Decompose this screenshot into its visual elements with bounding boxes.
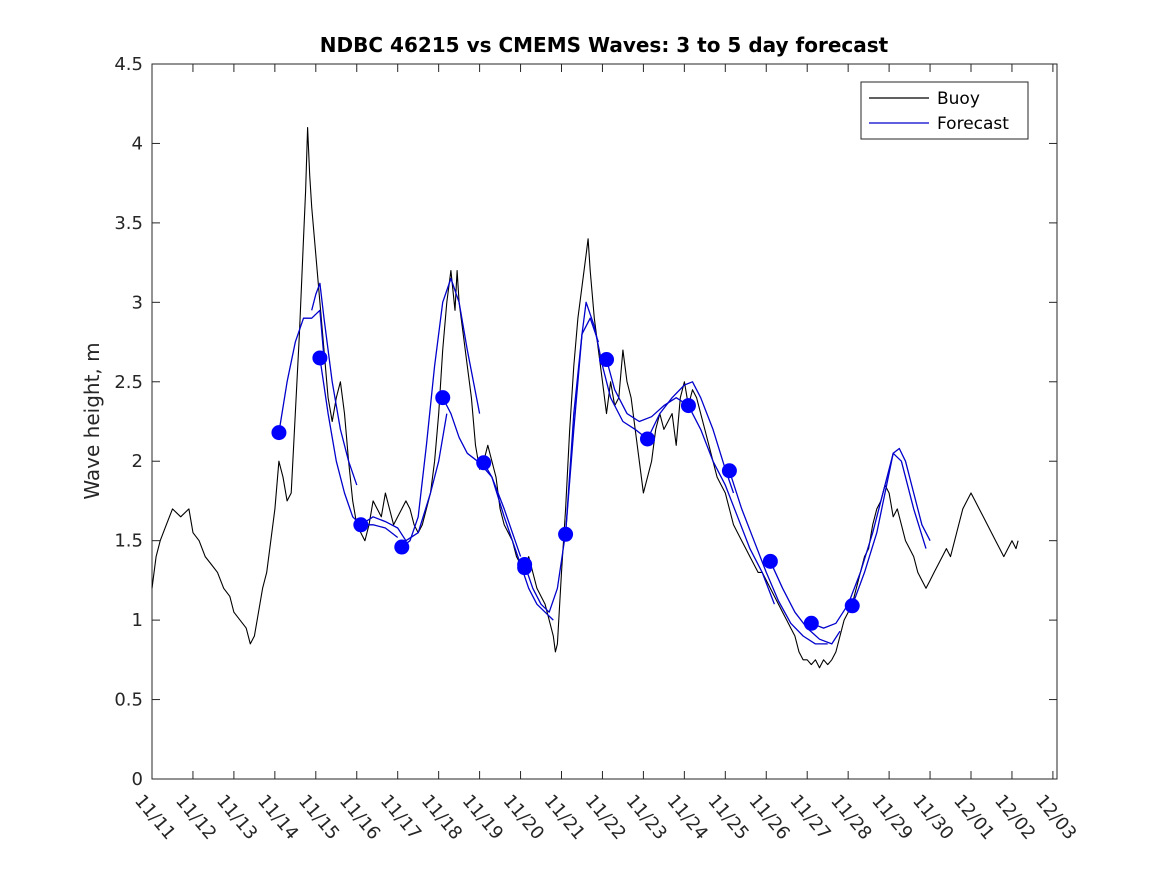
forecast-marker <box>721 463 737 479</box>
legend-label: Forecast <box>937 114 1009 134</box>
forecast-marker <box>435 390 451 406</box>
forecast-marker <box>762 553 778 569</box>
forecast-marker <box>680 398 696 414</box>
forecast-marker <box>312 350 328 366</box>
y-tick-label: 1.5 <box>114 531 143 552</box>
forecast-series-line <box>360 413 448 542</box>
forecast-marker <box>558 526 574 542</box>
y-tick-label: 4 <box>132 133 143 154</box>
forecast-marker <box>271 425 287 441</box>
forecast-series-line <box>851 447 931 607</box>
forecast-series-line <box>646 381 735 494</box>
forecast-series-line <box>728 470 828 645</box>
y-axis-ticks: 0 0.5 1 1.5 2 2.5 3 3.5 4 4.5 <box>114 54 1057 790</box>
forecast-marker <box>639 431 655 447</box>
forecast-series-line <box>811 452 927 629</box>
y-tick-label: 0.5 <box>114 690 143 711</box>
forecast-series-line <box>564 301 648 535</box>
forecast-series-line <box>605 359 689 423</box>
forecast-series-line <box>442 397 522 557</box>
forecast-series-line <box>278 309 325 433</box>
forecast-series-line <box>687 405 776 605</box>
y-tick-label: 0 <box>132 769 143 790</box>
forecast-marker <box>476 455 492 471</box>
legend: Buoy Forecast <box>860 81 1029 140</box>
plot-border <box>151 63 1058 780</box>
forecast-series-line <box>523 317 600 613</box>
y-axis-label: Wave height, m <box>80 342 104 499</box>
forecast-marker <box>394 539 410 555</box>
y-tick-label: 2 <box>132 451 143 472</box>
chart-title: NDBC 46215 vs CMEMS Waves: 3 to 5 day fo… <box>320 33 889 57</box>
forecast-marker <box>803 615 819 631</box>
y-tick-label: 3.5 <box>114 213 143 234</box>
y-tick-label: 3 <box>132 292 143 313</box>
legend-label: Buoy <box>937 89 980 109</box>
forecast-series-line <box>319 357 399 539</box>
forecast-marker <box>844 598 860 614</box>
forecast-marker <box>599 352 615 368</box>
forecast-marker <box>517 560 533 576</box>
legend-box <box>860 81 1029 140</box>
forecast-marker <box>353 517 369 533</box>
plot-axes-frame <box>151 63 1058 780</box>
plot-area <box>151 127 1019 669</box>
forecast-series-line <box>311 282 358 486</box>
y-tick-label: 2.5 <box>114 372 143 393</box>
buoy-series-line <box>151 127 1019 669</box>
y-tick-label: 1 <box>132 610 143 631</box>
y-tick-label: 4.5 <box>114 54 143 75</box>
forecast-series-line <box>401 277 481 548</box>
